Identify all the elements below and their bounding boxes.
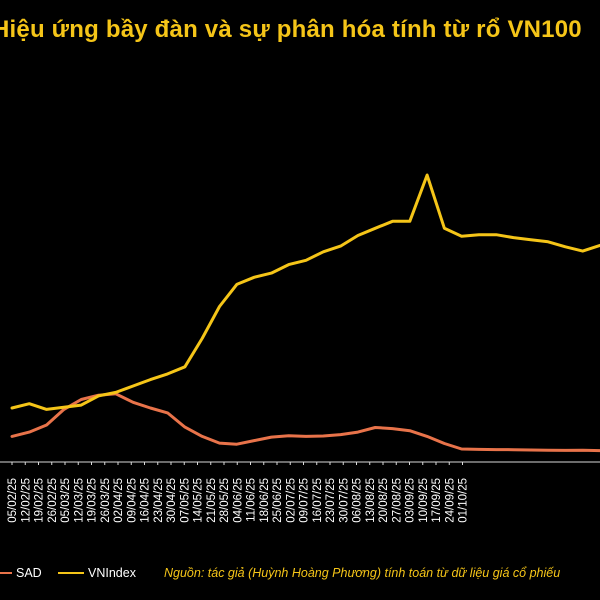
series-layer — [10, 173, 600, 453]
x-tick-label: 11/06/25 — [246, 478, 258, 522]
x-tick-label: 30/04/25 — [166, 478, 178, 523]
x-tick-label: 12/03/25 — [73, 478, 85, 523]
x-tick-label: 03/09/25 — [405, 478, 417, 523]
x-tick-label: 05/02/25 — [7, 478, 19, 523]
legend-item-csad: SAD — [0, 566, 42, 580]
source-note: Nguồn: tác giả (Huỳnh Hoàng Phương) tính… — [164, 566, 561, 580]
x-tick-label: 16/04/25 — [140, 478, 152, 523]
x-tick-label: 02/07/25 — [285, 478, 297, 523]
x-tick-label: 28/05/25 — [219, 478, 231, 523]
x-tick-label: 26/03/25 — [100, 478, 112, 523]
x-tick-label: 10/09/25 — [418, 478, 430, 523]
x-tick-label: 13/08/25 — [365, 478, 377, 523]
x-tick-label: 02/04/25 — [113, 478, 125, 523]
x-tick-label: 12/02/25 — [20, 478, 32, 523]
x-tick-label: 20/08/25 — [378, 478, 390, 523]
x-tick-label: 07/05/25 — [179, 478, 191, 523]
x-tick-label: 18/06/25 — [259, 478, 271, 523]
x-tick-label: 05/03/25 — [60, 478, 72, 523]
x-tick-label: 19/02/25 — [34, 478, 46, 523]
x-tick-label: 30/07/25 — [338, 478, 350, 523]
x-tick-label: 26/02/25 — [47, 478, 59, 523]
legend-label-vnindex: VNIndex — [88, 566, 136, 580]
chart-title: Hiệu ứng bầy đàn và sự phân hóa tính từ … — [0, 16, 582, 43]
legend-label-csad: SAD — [16, 566, 42, 580]
x-tick-label: 04/06/25 — [232, 478, 244, 523]
x-tick-label: 21/05/25 — [206, 478, 218, 523]
x-tick-label: 17/09/25 — [431, 478, 443, 523]
x-axis — [0, 461, 600, 465]
series-line-vnindex — [10, 173, 600, 411]
x-tick-label: 27/08/25 — [391, 478, 403, 523]
series-line-csad — [10, 392, 600, 453]
legend: SAD VNIndex — [0, 566, 600, 582]
x-tick-labels: 05/02/25 12/02/25 19/02/25 26/02/25 05/03/25… — [7, 478, 470, 523]
x-tick-label: 09/07/25 — [299, 478, 311, 523]
x-tick-label: 06/08/25 — [352, 478, 364, 523]
x-tick-label: 14/05/25 — [193, 478, 205, 523]
x-tick-label: 09/04/25 — [126, 478, 138, 523]
x-tick-label: 19/03/25 — [87, 478, 99, 523]
legend-swatch-csad — [0, 572, 12, 574]
legend-item-vnindex: VNIndex — [58, 566, 136, 580]
x-tick-label: 23/07/25 — [325, 478, 337, 523]
x-tick-label: 01/10/25 — [458, 478, 470, 523]
x-tick-label: 16/07/25 — [312, 478, 324, 523]
legend-swatch-vnindex — [58, 572, 84, 574]
x-tick-label: 24/09/25 — [444, 478, 456, 523]
x-tick-label: 23/04/25 — [153, 478, 165, 523]
x-tick-label: 25/06/25 — [272, 478, 284, 523]
